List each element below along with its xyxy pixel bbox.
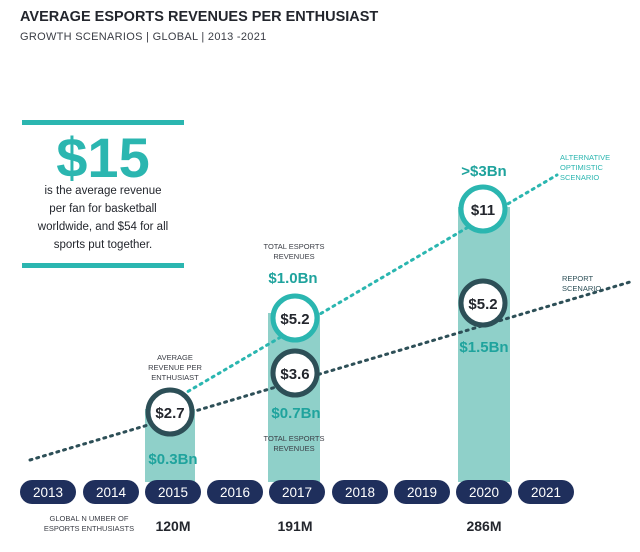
circle-alt-2020 bbox=[458, 184, 508, 234]
bars bbox=[145, 207, 510, 482]
year-pill-2016 bbox=[207, 480, 263, 504]
revenue-2017: $0.7Bn bbox=[271, 405, 320, 422]
value-report-2017: $3.6 bbox=[280, 366, 309, 383]
total-revenues-top-label-1: TOTAL ESPORTS bbox=[264, 242, 325, 251]
year-label-2018: 2018 bbox=[345, 485, 375, 500]
year-label-2013: 2013 bbox=[33, 485, 63, 500]
trend-lines bbox=[28, 173, 632, 462]
enthusiasts-2017: 191M bbox=[277, 518, 312, 534]
total-revenues-top-label-2: REVENUES bbox=[273, 252, 314, 261]
avg-revenue-label-3: ENTHUSIAST bbox=[151, 373, 199, 382]
year-pill-2020 bbox=[456, 480, 512, 504]
year-pill-2015 bbox=[145, 480, 201, 504]
value-circles: $2.7 $3.6 $5.2 $5.2 $11 bbox=[145, 184, 508, 437]
callout-line-4: sports put together. bbox=[54, 239, 152, 251]
alt-scenario-label-3: SCENARIO bbox=[560, 173, 599, 182]
value-report-2015: $2.7 bbox=[155, 405, 184, 422]
year-label-2015: 2015 bbox=[158, 485, 188, 500]
chart-title: AVERAGE ESPORTS REVENUES PER ENTHUSIAST bbox=[20, 9, 378, 25]
enthusiasts-label-1: GLOBAL N UMBER OF bbox=[50, 514, 129, 523]
title-group: AVERAGE ESPORTS REVENUES PER ENTHUSIAST … bbox=[20, 9, 378, 43]
total-revenues-bottom-label-1: TOTAL ESPORTS bbox=[264, 434, 325, 443]
year-label-2017: 2017 bbox=[282, 485, 312, 500]
bar-2020 bbox=[458, 207, 510, 482]
callout-line-1: is the average revenue bbox=[45, 185, 162, 197]
revenue-2020: $1.5Bn bbox=[459, 339, 508, 356]
year-axis: 2013 2014 2015 2016 2017 2018 2019 2020 … bbox=[20, 480, 574, 504]
callout-line-3: worldwide, and $54 for all bbox=[37, 221, 168, 233]
enthusiasts-label-2: ESPORTS ENTHUSIASTS bbox=[44, 524, 134, 533]
year-pill-2019 bbox=[394, 480, 450, 504]
year-label-2021: 2021 bbox=[531, 485, 561, 500]
report-scenario-label-2: SCENARIO bbox=[562, 284, 601, 293]
year-pill-2013 bbox=[20, 480, 76, 504]
year-label-2014: 2014 bbox=[96, 485, 127, 500]
report-scenario-line bbox=[28, 280, 632, 462]
chart-subtitle: GROWTH SCENARIOS | GLOBAL | 2013 -2021 bbox=[20, 31, 267, 43]
enthusiasts-2015: 120M bbox=[155, 518, 190, 534]
value-alt-2020: $11 bbox=[471, 202, 495, 219]
circle-report-2017 bbox=[270, 348, 320, 398]
callout-line-2: per fan for basketball bbox=[49, 203, 156, 215]
avg-revenue-label-1: AVERAGE bbox=[157, 353, 193, 362]
revenue-2015: $0.3Bn bbox=[148, 451, 197, 468]
circle-report-2015 bbox=[145, 387, 195, 437]
circle-alt-2017 bbox=[270, 293, 320, 343]
year-label-2019: 2019 bbox=[407, 485, 437, 500]
year-pill-2021 bbox=[518, 480, 574, 504]
value-report-2020: $5.2 bbox=[468, 296, 497, 313]
annotation-labels: AVERAGE REVENUE PER ENTHUSIAST TOTAL ESP… bbox=[148, 153, 610, 453]
alt-scenario-label-2: OPTIMISTIC bbox=[560, 163, 604, 172]
year-label-2016: 2016 bbox=[220, 485, 250, 500]
alt-revenue-2020: >$3Bn bbox=[461, 163, 506, 180]
circle-report-2020 bbox=[458, 278, 508, 328]
year-pill-2014 bbox=[83, 480, 139, 504]
callout-box: $15 is the average revenue per fan for b… bbox=[22, 120, 184, 268]
year-label-2020: 2020 bbox=[469, 485, 499, 500]
report-scenario-label-1: REPORT bbox=[562, 274, 594, 283]
total-revenues-bottom-label-2: REVENUES bbox=[273, 444, 314, 453]
callout-big-number: $15 bbox=[56, 126, 149, 189]
year-pill-2018 bbox=[332, 480, 388, 504]
callout-top-rule bbox=[22, 120, 184, 125]
revenue-labels: $0.3Bn $0.7Bn $1.0Bn $1.5Bn >$3Bn bbox=[148, 163, 508, 468]
year-pill-2017 bbox=[269, 480, 325, 504]
callout-bottom-rule bbox=[22, 263, 184, 268]
alt-revenue-2017: $1.0Bn bbox=[268, 270, 317, 287]
enthusiasts-2020: 286M bbox=[466, 518, 501, 534]
value-alt-2017: $5.2 bbox=[280, 311, 309, 328]
enthusiasts-row: GLOBAL N UMBER OF ESPORTS ENTHUSIASTS 12… bbox=[44, 514, 502, 534]
alt-scenario-label-1: ALTERNATIVE bbox=[560, 153, 610, 162]
avg-revenue-label-2: REVENUE PER bbox=[148, 363, 202, 372]
